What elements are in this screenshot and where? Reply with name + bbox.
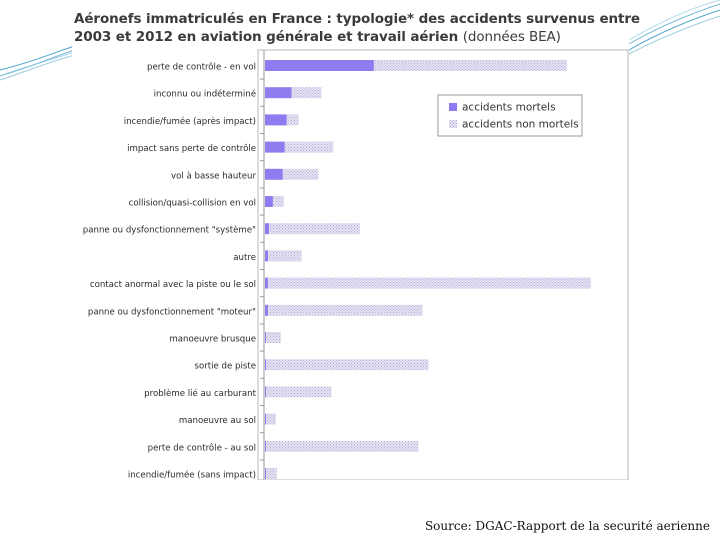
bar-accidents-non-mortels xyxy=(265,413,276,425)
category-label: inconnu ou indéterminé xyxy=(154,89,256,100)
bar-accidents-non-mortels xyxy=(265,332,281,343)
bar-accidents-non-mortels xyxy=(267,277,591,289)
bar-accidents-mortels xyxy=(265,141,285,153)
bar-accidents-mortels xyxy=(265,60,374,71)
legend-label-non-mortels: accidents non mortels xyxy=(462,119,579,131)
bar-accidents-non-mortels xyxy=(265,386,332,398)
bar-accidents-non-mortels xyxy=(284,141,334,153)
category-label: perte de contrôle - au sol xyxy=(148,442,256,453)
chart-title-line2: 2003 et 2012 en aviation générale et tra… xyxy=(74,29,561,45)
bar-accidents-mortels xyxy=(265,332,266,343)
legend-swatch-non-mortels xyxy=(449,120,457,128)
swoosh-top-left xyxy=(0,45,76,81)
swoosh-top-right xyxy=(628,0,720,55)
bar-accidents-mortels xyxy=(265,468,266,479)
plot-frame xyxy=(257,49,629,480)
bar-accidents-mortels xyxy=(265,168,283,180)
bar-accidents-mortels xyxy=(265,440,266,452)
category-label: impact sans perte de contrôle xyxy=(127,143,256,154)
legend-swatch-mortels xyxy=(449,103,457,111)
category-label: panne ou dysfonctionnement "système" xyxy=(83,225,256,236)
bar-accidents-non-mortels xyxy=(272,196,284,207)
bar-accidents-mortels xyxy=(265,413,266,425)
category-label: perte de contrôle - en vol xyxy=(147,62,256,73)
chart-title-line1: Aéronefs immatriculés en France : typolo… xyxy=(74,11,640,27)
category-label: manoeuvre au sol xyxy=(179,416,256,426)
bar-accidents-non-mortels xyxy=(373,60,567,71)
category-label: sortie de piste xyxy=(195,362,257,372)
bar-accidents-mortels xyxy=(265,196,273,207)
category-label: contact anormal avec la piste ou le sol xyxy=(90,280,256,290)
chart-panel: perte de contrôle - en vol inconnu ou ind… xyxy=(72,0,629,480)
category-label: incendie/fumée (après impact) xyxy=(124,116,256,127)
bar-accidents-non-mortels xyxy=(265,359,429,371)
legend-box xyxy=(437,94,583,137)
bar-accidents-non-mortels xyxy=(268,223,361,235)
bar-accidents-non-mortels xyxy=(265,440,419,452)
bar-accidents-mortels xyxy=(265,386,266,398)
legend-label-mortels: accidents mortels xyxy=(462,102,556,114)
bar-accidents-non-mortels xyxy=(286,114,299,126)
bar-accidents-non-mortels xyxy=(267,250,302,262)
category-label: collision/quasi-collision en vol xyxy=(129,199,256,209)
bar-accidents-mortels xyxy=(265,250,268,262)
source-note: Source: DGAC-Rapport de la securité aeri… xyxy=(424,519,710,533)
chart-title-line2-bold: 2003 et 2012 en aviation générale et tra… xyxy=(74,29,459,45)
bar-accidents-mortels xyxy=(265,359,266,371)
bar-chart: perte de contrôle - en vol inconnu ou ind… xyxy=(83,49,629,481)
bar-accidents-non-mortels xyxy=(267,304,423,316)
category-label: manoeuvre brusque xyxy=(169,335,256,345)
category-label: incendie/fumée (sans impact) xyxy=(128,470,256,481)
bar-accidents-mortels xyxy=(265,87,292,99)
bar-accidents-non-mortels xyxy=(291,87,322,99)
chart-title-line2-suffix: (données BEA) xyxy=(462,29,561,45)
bar-accidents-mortels xyxy=(265,277,268,289)
category-label: vol à basse hauteur xyxy=(171,171,256,181)
bar-accidents-mortels xyxy=(265,114,287,126)
bar-accidents-mortels xyxy=(265,223,269,235)
category-label: autre xyxy=(233,253,256,263)
category-label: problème lié au carburant xyxy=(144,388,256,399)
bar-accidents-non-mortels xyxy=(265,468,277,479)
category-label: panne ou dysfonctionnement "moteur" xyxy=(88,307,256,317)
bar-accidents-mortels xyxy=(265,304,268,316)
bar-accidents-non-mortels xyxy=(282,168,319,180)
